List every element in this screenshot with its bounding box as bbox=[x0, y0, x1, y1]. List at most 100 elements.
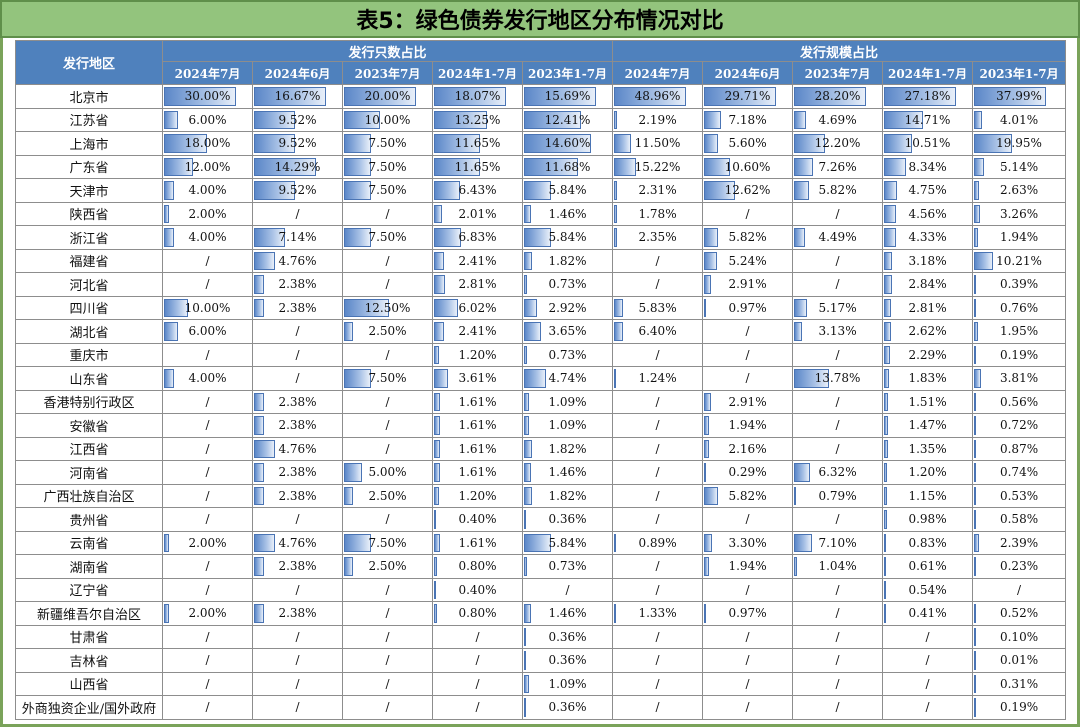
region-cell: 河北省 bbox=[15, 272, 163, 297]
value-cell: 7.26% bbox=[792, 154, 884, 179]
value-text: 20.00% bbox=[364, 89, 411, 104]
value-cell: 3.13% bbox=[792, 319, 884, 344]
data-bar bbox=[164, 298, 188, 317]
value-text: / bbox=[295, 629, 300, 644]
value-cell: 4.00% bbox=[162, 225, 253, 250]
value-cell: / bbox=[612, 272, 704, 297]
value-text: 3.30% bbox=[728, 535, 767, 550]
value-text: / bbox=[385, 253, 390, 268]
value-text: 6.02% bbox=[458, 300, 497, 315]
value-text: / bbox=[205, 347, 210, 362]
data-bar bbox=[434, 463, 441, 482]
data-bar bbox=[434, 87, 506, 106]
value-cell: 29.71% bbox=[702, 84, 794, 109]
data-bar bbox=[164, 322, 179, 341]
data-bar bbox=[974, 463, 977, 482]
data-bar bbox=[884, 604, 887, 623]
value-cell: 0.72% bbox=[972, 413, 1067, 438]
value-text: 5.14% bbox=[999, 159, 1039, 174]
data-bar bbox=[524, 369, 546, 388]
data-bar bbox=[164, 228, 174, 247]
value-cell: / bbox=[342, 601, 433, 626]
data-bar bbox=[974, 510, 977, 529]
value-text: 0.61% bbox=[908, 559, 947, 574]
value-cell: 5.82% bbox=[792, 178, 884, 203]
data-bar bbox=[884, 463, 888, 482]
value-cell: 11.50% bbox=[612, 131, 704, 156]
value-cell: 12.41% bbox=[521, 107, 614, 132]
value-cell: 14.29% bbox=[252, 154, 343, 179]
value-text: 0.58% bbox=[999, 512, 1039, 527]
data-bar bbox=[974, 698, 977, 717]
value-text: 10.60% bbox=[724, 159, 771, 174]
value-text: 1.46% bbox=[548, 206, 587, 221]
table-row: 广东省 12.00% 14.29% 7.50% 11.65% 11.68% 15.22% 10… bbox=[15, 154, 1067, 179]
value-text: 16.67% bbox=[274, 89, 321, 104]
value-text: / bbox=[385, 394, 390, 409]
value-cell: 7.50% bbox=[342, 225, 433, 250]
value-text: 12.20% bbox=[814, 136, 861, 151]
value-cell: 5.14% bbox=[972, 154, 1067, 179]
region-cell: 福建省 bbox=[15, 248, 163, 273]
value-cell: 0.41% bbox=[882, 601, 974, 626]
value-cell: 1.94% bbox=[972, 225, 1067, 250]
value-cell: 2.62% bbox=[882, 319, 974, 344]
value-cell: 0.74% bbox=[972, 460, 1067, 485]
value-cell: / bbox=[792, 413, 884, 438]
value-cell: / bbox=[342, 248, 433, 273]
value-text: 0.41% bbox=[908, 606, 947, 621]
value-text: 1.15% bbox=[908, 488, 947, 503]
value-cell: 2.91% bbox=[702, 272, 794, 297]
data-bar bbox=[884, 322, 891, 341]
value-text: 0.98% bbox=[908, 512, 947, 527]
value-text: 7.10% bbox=[818, 535, 857, 550]
region-cell: 贵州省 bbox=[15, 507, 163, 532]
value-text: 0.89% bbox=[638, 535, 677, 550]
data-bar bbox=[434, 157, 481, 176]
data-bar bbox=[974, 604, 977, 623]
data-bar bbox=[524, 627, 526, 646]
data-bar bbox=[254, 416, 265, 435]
table-row: 重庆市 / / / 1.20% 0.73% / / / 2.29% 0.19% bbox=[15, 342, 1067, 367]
value-cell: 2.19% bbox=[612, 107, 704, 132]
value-cell: / bbox=[882, 695, 974, 720]
period-header-count-2: 2023年7月 bbox=[342, 61, 433, 85]
value-cell: 0.40% bbox=[432, 507, 523, 532]
value-cell: / bbox=[342, 671, 433, 696]
value-text: 4.33% bbox=[908, 230, 947, 245]
value-text: 11.65% bbox=[454, 136, 501, 151]
value-cell: / bbox=[342, 272, 433, 297]
scale-share-group-header: 发行规模占比 bbox=[612, 40, 1067, 62]
value-cell: 0.98% bbox=[882, 507, 974, 532]
value-text: 1.20% bbox=[458, 488, 497, 503]
data-bar bbox=[524, 416, 529, 435]
data-bar bbox=[524, 87, 596, 106]
value-text: / bbox=[385, 676, 390, 691]
value-cell: 0.19% bbox=[972, 342, 1067, 367]
data-bar bbox=[254, 604, 265, 623]
value-text: 7.50% bbox=[368, 535, 407, 550]
value-text: 1.61% bbox=[458, 441, 497, 456]
value-text: 2.81% bbox=[908, 300, 947, 315]
value-text: / bbox=[655, 253, 660, 268]
value-text: 9.52% bbox=[278, 112, 317, 127]
value-cell: 0.36% bbox=[521, 624, 614, 649]
table-row: 外商独资企业/国外政府 / / / / 0.36% / / / / 0.19% bbox=[15, 695, 1067, 720]
value-text: 1.46% bbox=[548, 465, 587, 480]
value-text: 1.33% bbox=[638, 606, 677, 621]
value-cell: / bbox=[342, 413, 433, 438]
value-text: 9.52% bbox=[278, 136, 317, 151]
value-text: 2.81% bbox=[458, 277, 497, 292]
data-bar bbox=[524, 275, 528, 294]
data-bar bbox=[434, 345, 439, 364]
value-text: / bbox=[295, 347, 300, 362]
data-bar bbox=[884, 510, 887, 529]
data-bar bbox=[614, 369, 617, 388]
data-bar bbox=[974, 627, 977, 646]
value-cell: 2.38% bbox=[252, 295, 343, 320]
data-bar bbox=[344, 298, 389, 317]
value-text: 0.40% bbox=[458, 582, 497, 597]
data-bar bbox=[884, 392, 889, 411]
region-cell: 上海市 bbox=[15, 131, 163, 156]
value-text: / bbox=[475, 629, 480, 644]
